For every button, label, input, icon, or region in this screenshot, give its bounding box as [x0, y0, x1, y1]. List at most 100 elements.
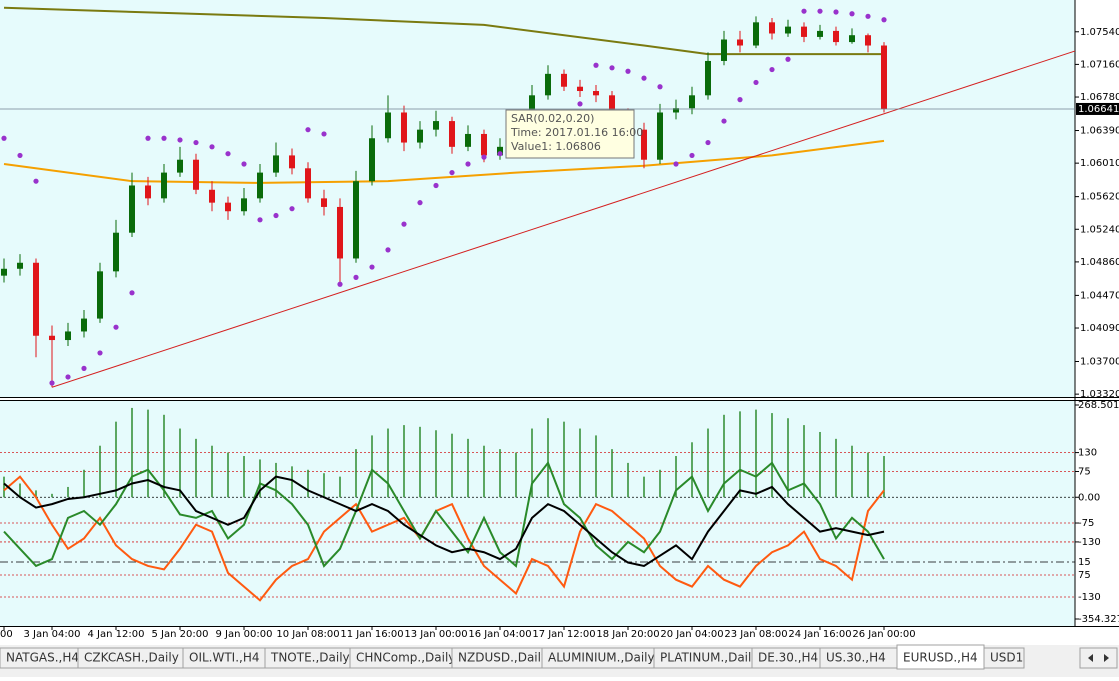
candle-body: [657, 112, 663, 160]
candle-body: [321, 198, 327, 207]
sar-dot: [305, 127, 311, 133]
tab-scroll-right[interactable]: [1104, 654, 1109, 662]
candle-body: [417, 129, 423, 143]
tab-label[interactable]: NATGAS.,H4: [6, 651, 79, 665]
candle-body: [17, 262, 23, 269]
aux-level-label: 15: [1078, 557, 1091, 568]
sar-dot: [433, 182, 439, 189]
x-tick-label: 4 Jan 12:00: [88, 629, 145, 640]
sar-dot: [705, 139, 711, 146]
candle-body: [401, 112, 407, 143]
tab-label[interactable]: TNOTE.,Daily: [270, 651, 350, 665]
sar-dot: [241, 161, 247, 167]
x-tick-label: 17 Jan 12:00: [532, 629, 595, 640]
tab-label[interactable]: DE.30.,H4: [758, 651, 818, 665]
candle-body: [145, 185, 151, 199]
sar-dot: [209, 144, 215, 150]
sar-dot: [449, 169, 455, 176]
tab-label[interactable]: CZKCASH.,Daily: [84, 651, 179, 665]
sar-dot: [321, 131, 327, 137]
y-tick-label: -354.3274: [1078, 614, 1119, 625]
tooltip-line: SAR(0.02,0.20): [511, 112, 594, 125]
last-price-box: [1076, 102, 1119, 115]
x-tick-label: 9 Jan 00:00: [216, 629, 273, 640]
sar-dot: [497, 151, 503, 157]
x-tick-label: 23 Jan 08:00: [724, 629, 787, 640]
sar-dot: [257, 217, 263, 223]
y-tick-label: 1.04090: [1080, 323, 1119, 334]
tab[interactable]: [983, 647, 1025, 669]
y-tick-label: 75: [1078, 466, 1091, 477]
tab-label[interactable]: CHNComp.,Daily: [356, 651, 455, 665]
y-tick-label: 1.07540: [1080, 27, 1119, 38]
sar-dot: [385, 247, 391, 253]
y-tick-label: 1.04470: [1080, 290, 1119, 301]
sar-dot: [145, 135, 151, 141]
candle-body: [161, 172, 167, 199]
tab-label[interactable]: OIL.WTI.,H4: [189, 651, 260, 665]
tab-label[interactable]: US.30.,H4: [826, 651, 886, 665]
sar-dot: [593, 62, 599, 68]
candle-body: [241, 198, 247, 212]
candle-body: [209, 189, 215, 203]
candle-body: [609, 95, 615, 113]
candle-body: [881, 45, 887, 109]
candle-body: [369, 138, 375, 182]
candle-body: [721, 39, 727, 61]
sar-dot: [689, 152, 695, 159]
candle-body: [449, 121, 455, 147]
candle-body: [849, 35, 855, 43]
x-tick-label: 24 Jan 16:00: [788, 629, 851, 640]
candle-body: [337, 206, 343, 259]
candle-body: [257, 172, 263, 199]
sar-dot: [881, 17, 887, 23]
tab-scroll-left[interactable]: [1088, 654, 1093, 662]
tab-label[interactable]: USD1: [990, 651, 1023, 665]
sar-dot: [17, 152, 23, 159]
candle-body: [65, 331, 71, 341]
candle-body: [769, 22, 775, 34]
main-panel: [0, 0, 1075, 397]
y-tick-label: 1.04860: [1080, 257, 1119, 268]
candle-body: [433, 121, 439, 130]
sar-dot: [673, 161, 679, 167]
tab-scroll[interactable]: [1079, 647, 1118, 669]
oscillator-line: [3, 475, 885, 568]
sar-dot: [273, 212, 279, 219]
sar-dot: [81, 365, 87, 371]
sar-dot: [833, 9, 839, 15]
oscillator-plot: [0, 407, 1075, 602]
candle-body: [785, 26, 791, 34]
y-tick-label: 1.06390: [1080, 126, 1119, 137]
x-tick-label: 5 Jan 20:00: [152, 629, 209, 640]
tab-label[interactable]: PLATINUM.,Daily: [660, 651, 758, 665]
y-tick-label: 1.07160: [1080, 59, 1119, 70]
axes: 1.07540 1.07160 1.06780 1.06390 1.06010 1.056…: [0, 27, 1119, 640]
candle-body: [561, 73, 567, 87]
sar-dot: [769, 66, 775, 73]
tab-label[interactable]: NZDUSD.,Daily: [458, 651, 548, 665]
sar-dot: [1, 135, 7, 141]
sar-dot: [193, 139, 199, 146]
sar-dot: [785, 56, 791, 62]
candle-body: [737, 39, 743, 46]
sar-dot: [129, 290, 135, 296]
tabs: NATGAS.,H4 CZKCASH.,Daily OIL.WTI.,H4 TNOTE…: [0, 644, 1118, 670]
candle-body: [113, 232, 119, 272]
sar-dot: [465, 161, 471, 167]
sar-dot: [801, 8, 807, 14]
tab-label[interactable]: ALUMINIUM.,Daily: [548, 651, 655, 665]
candle-body: [593, 91, 599, 96]
candle-body: [81, 318, 87, 332]
candle-body: [305, 168, 311, 199]
tab[interactable]: [896, 644, 985, 670]
sar-dot: [481, 154, 487, 160]
candle-body: [577, 86, 583, 92]
sar-dot: [737, 97, 743, 103]
candle-body: [225, 202, 231, 212]
y-tick-label: 1.06010: [1080, 158, 1119, 169]
sar-dot: [417, 200, 423, 206]
tab-label[interactable]: EURUSD.,H4: [903, 651, 978, 665]
sar-dot: [33, 178, 39, 184]
